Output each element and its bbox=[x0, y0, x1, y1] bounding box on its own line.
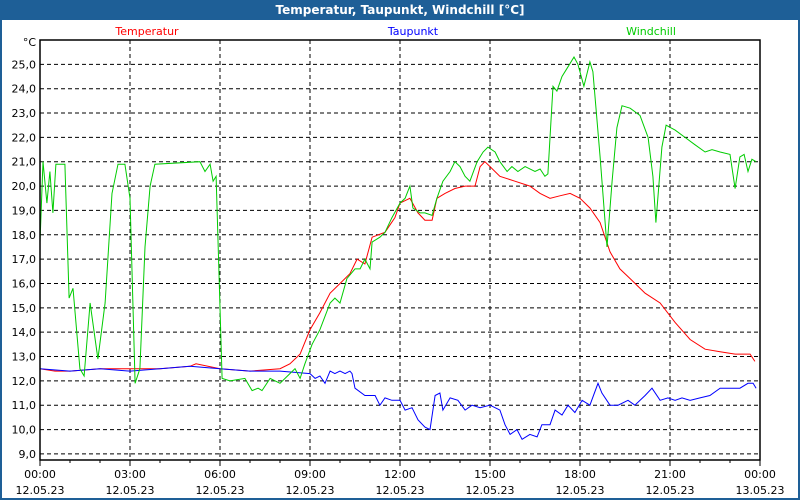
x-tick-label-time: 00:00 bbox=[744, 468, 776, 481]
legend-taupunkt: Taupunkt bbox=[387, 25, 439, 38]
series-line-windchill bbox=[39, 55, 757, 392]
y-tick-label: 22,0 bbox=[12, 131, 37, 144]
series-line-temperatur bbox=[39, 160, 756, 372]
y-tick-label: 10,0 bbox=[12, 424, 37, 437]
x-tick-label-date: 13.05.23 bbox=[736, 484, 785, 497]
legend-temperatur: Temperatur bbox=[114, 25, 179, 38]
y-tick-label: 25,0 bbox=[12, 58, 37, 71]
x-tick-label-time: 00:00 bbox=[24, 468, 56, 481]
y-axis-unit: °C bbox=[23, 36, 37, 49]
x-tick-label-time: 12:00 bbox=[384, 468, 416, 481]
series-line-taupunkt bbox=[39, 365, 757, 441]
x-tick-label-date: 12.05.23 bbox=[466, 484, 515, 497]
window-title: Temperatur, Taupunkt, Windchill [°C] bbox=[275, 3, 525, 17]
x-tick-label-date: 12.05.23 bbox=[196, 484, 245, 497]
y-tick-label: 24,0 bbox=[12, 83, 37, 96]
x-tick-label-time: 06:00 bbox=[204, 468, 236, 481]
legend-windchill: Windchill bbox=[626, 25, 676, 38]
y-tick-label: 19,0 bbox=[12, 204, 37, 217]
x-tick-label-time: 03:00 bbox=[114, 468, 146, 481]
y-tick-label: 16,0 bbox=[12, 277, 37, 290]
x-tick-label-time: 15:00 bbox=[474, 468, 506, 481]
x-tick-label-date: 12.05.23 bbox=[106, 484, 155, 497]
y-tick-label: 17,0 bbox=[12, 253, 37, 266]
x-tick-label-time: 09:00 bbox=[294, 468, 326, 481]
y-tick-label: 23,0 bbox=[12, 107, 37, 120]
x-tick-label-date: 12.05.23 bbox=[556, 484, 605, 497]
x-tick-label-date: 12.05.23 bbox=[286, 484, 335, 497]
y-tick-label: 13,0 bbox=[12, 351, 37, 364]
y-tick-label: 14,0 bbox=[12, 326, 37, 339]
y-tick-label: 11,0 bbox=[12, 399, 37, 412]
y-tick-label: 12,0 bbox=[12, 375, 37, 388]
plot-frame bbox=[39, 39, 761, 461]
y-tick-label: 20,0 bbox=[12, 180, 37, 193]
x-tick-label-time: 21:00 bbox=[654, 468, 686, 481]
x-tick-label-date: 12.05.23 bbox=[16, 484, 65, 497]
x-tick-label-time: 18:00 bbox=[564, 468, 596, 481]
y-tick-label: 21,0 bbox=[12, 156, 37, 169]
y-tick-label: 15,0 bbox=[12, 302, 37, 315]
y-tick-label: 18,0 bbox=[12, 229, 37, 242]
x-tick-label-date: 12.05.23 bbox=[376, 484, 425, 497]
y-tick-label: 9,0 bbox=[19, 448, 37, 461]
x-tick-label-date: 12.05.23 bbox=[646, 484, 695, 497]
